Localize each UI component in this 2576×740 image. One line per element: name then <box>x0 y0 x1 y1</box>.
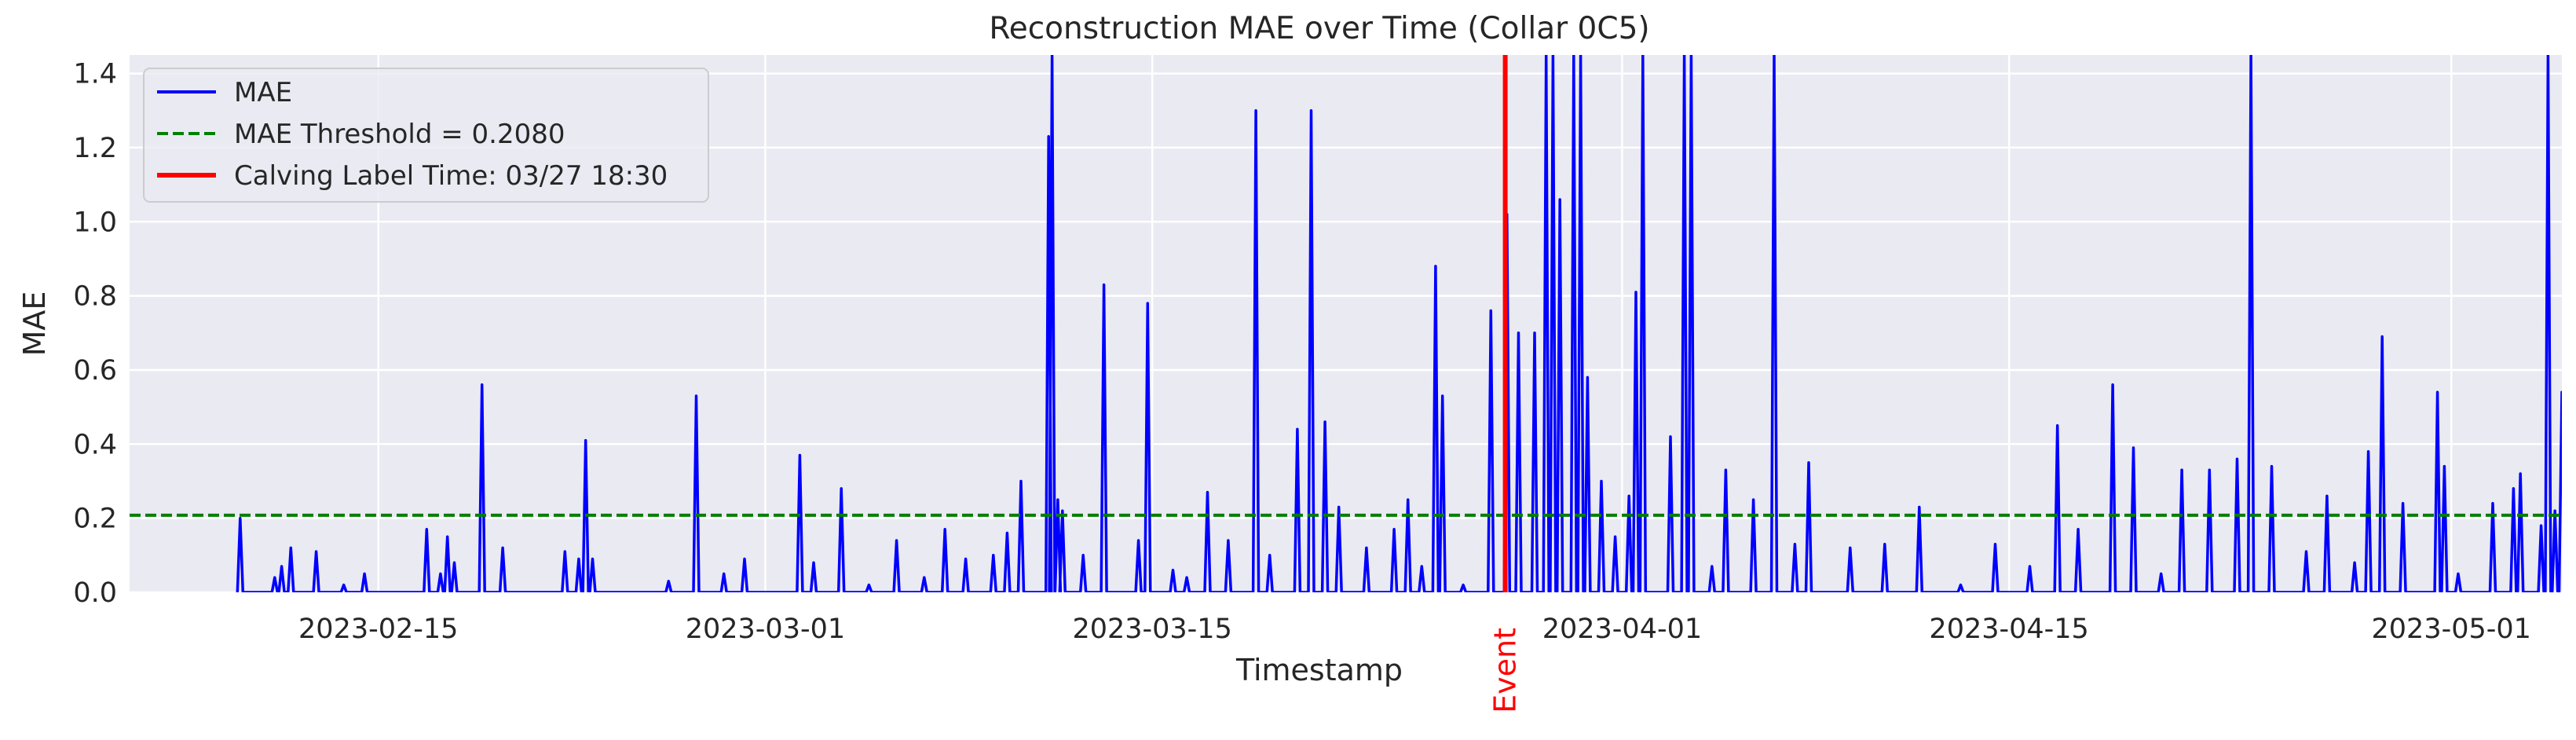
x-tick-label: 2023-04-01 <box>1542 614 1702 645</box>
legend-mae-label: MAE <box>234 77 292 108</box>
event-marker-label: Event <box>1488 628 1523 713</box>
x-tick-label: 2023-05-01 <box>2372 614 2531 645</box>
mae-series-line <box>236 55 2562 592</box>
y-tick-label: 0.2 <box>73 504 117 535</box>
x-axis-label: Timestamp <box>1235 653 1403 687</box>
y-tick-label: 0.0 <box>73 577 117 609</box>
x-tick-label: 2023-04-15 <box>1929 614 2088 645</box>
legend: MAE MAE Threshold = 0.2080 Calving Label… <box>143 68 709 203</box>
y-axis-label: MAE <box>17 291 52 357</box>
y-tick-label: 1.4 <box>73 59 117 90</box>
legend-box <box>143 68 709 203</box>
y-tick-label: 1.2 <box>73 133 117 164</box>
x-tick-label: 2023-02-15 <box>298 614 458 645</box>
legend-threshold-label: MAE Threshold = 0.2080 <box>234 119 565 150</box>
y-tick-label: 0.6 <box>73 355 117 386</box>
x-tick-label: 2023-03-01 <box>686 614 845 645</box>
chart-title: Reconstruction MAE over Time (Collar 0C5… <box>989 11 1649 46</box>
series-layer <box>130 55 2562 592</box>
x-tick-label: 2023-03-15 <box>1072 614 1231 645</box>
y-tick-label: 0.8 <box>73 281 117 313</box>
legend-event-label: Calving Label Time: 03/27 18:30 <box>234 160 668 192</box>
axes: 0.0 0.2 0.4 0.6 0.8 1.0 1.2 1.4 2023-02-15 2023-0… <box>73 59 2531 645</box>
y-tick-label: 1.0 <box>73 207 117 238</box>
y-tick-label: 0.4 <box>73 429 117 460</box>
